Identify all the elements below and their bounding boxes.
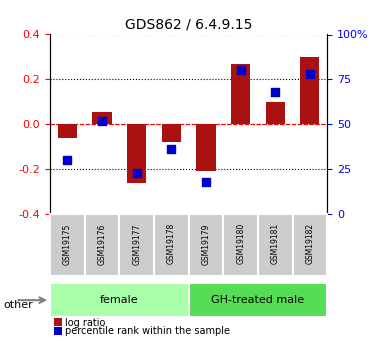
- Point: [99, 118, 105, 124]
- Text: GSM19175: GSM19175: [63, 223, 72, 265]
- Text: log ratio: log ratio: [65, 318, 106, 327]
- Title: GDS862 / 6.4.9.15: GDS862 / 6.4.9.15: [125, 18, 252, 32]
- FancyBboxPatch shape: [154, 214, 189, 276]
- Point: [64, 157, 70, 163]
- FancyBboxPatch shape: [293, 214, 327, 276]
- Point: [307, 71, 313, 77]
- Text: GH-treated male: GH-treated male: [211, 295, 305, 305]
- Point: [203, 179, 209, 184]
- Bar: [58, 124, 77, 138]
- Text: GSM19179: GSM19179: [201, 223, 211, 265]
- Point: [168, 147, 174, 152]
- Text: GSM19182: GSM19182: [305, 223, 315, 264]
- Text: other: other: [4, 300, 33, 310]
- Text: GSM19177: GSM19177: [132, 223, 141, 265]
- Point: [238, 68, 244, 73]
- Text: GSM19180: GSM19180: [236, 223, 245, 265]
- Bar: [92, 112, 112, 124]
- Bar: [127, 124, 146, 183]
- Bar: [196, 124, 216, 171]
- FancyBboxPatch shape: [50, 214, 85, 276]
- FancyBboxPatch shape: [50, 283, 189, 317]
- FancyBboxPatch shape: [189, 283, 327, 317]
- Bar: [266, 102, 285, 124]
- FancyBboxPatch shape: [189, 214, 223, 276]
- FancyBboxPatch shape: [223, 214, 258, 276]
- FancyBboxPatch shape: [258, 214, 293, 276]
- Point: [272, 89, 278, 95]
- Bar: [231, 63, 250, 124]
- Bar: [300, 57, 320, 124]
- Text: GSM19181: GSM19181: [271, 223, 280, 264]
- FancyBboxPatch shape: [119, 214, 154, 276]
- Text: GSM19176: GSM19176: [97, 223, 107, 265]
- Text: female: female: [100, 295, 139, 305]
- Bar: [162, 124, 181, 142]
- Text: GSM19178: GSM19178: [167, 223, 176, 265]
- Point: [134, 170, 140, 175]
- FancyBboxPatch shape: [85, 214, 119, 276]
- Text: percentile rank within the sample: percentile rank within the sample: [65, 326, 231, 336]
